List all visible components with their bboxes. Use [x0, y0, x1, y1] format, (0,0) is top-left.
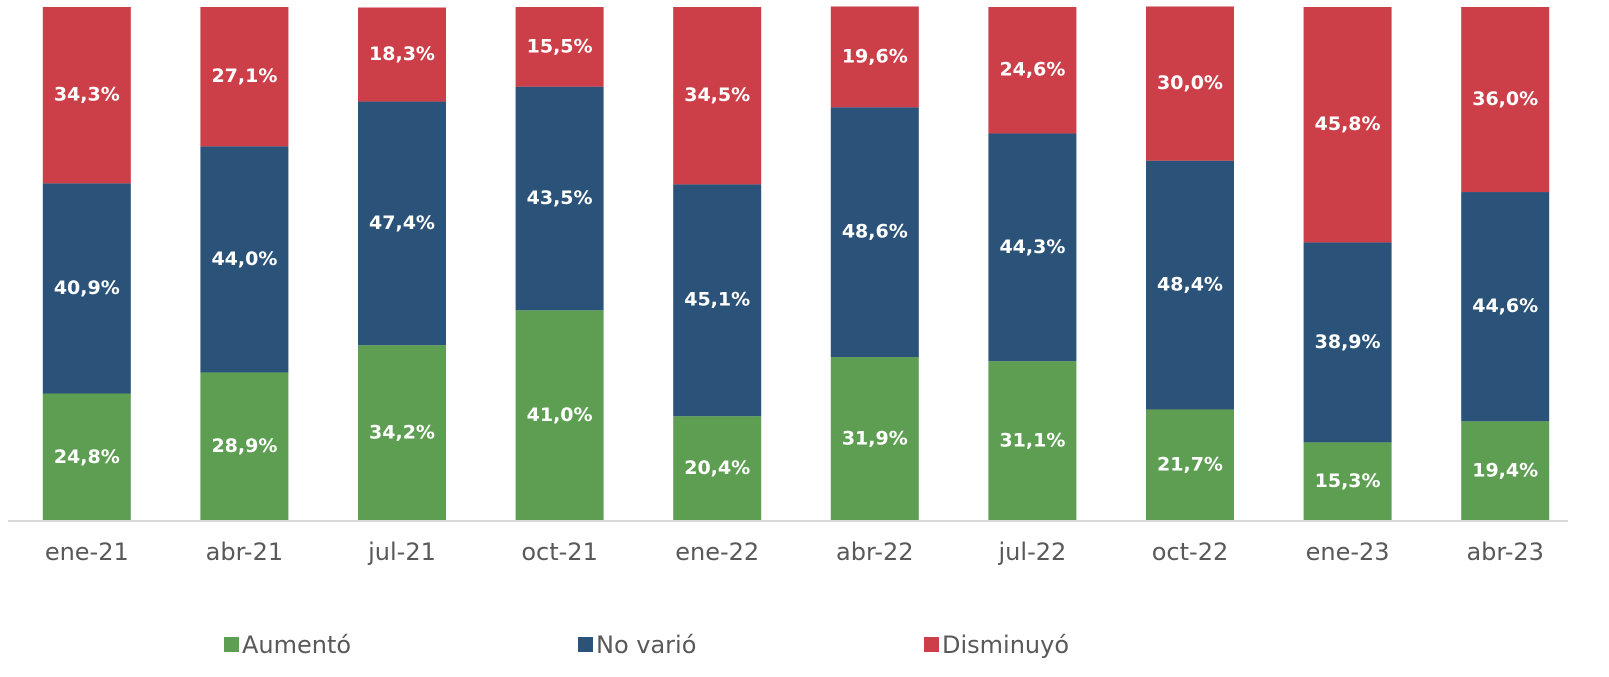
value-label: 19,6%	[842, 45, 908, 67]
bar-segment	[988, 7, 1077, 134]
bar-segment	[358, 7, 446, 102]
bar-segment	[1461, 192, 1550, 422]
bar-segment	[830, 107, 919, 358]
bar-segment	[988, 133, 1077, 362]
value-label: 48,4%	[1157, 274, 1223, 296]
bar-segment	[1146, 160, 1234, 410]
value-label: 43,5%	[527, 187, 593, 209]
bar-segment	[673, 184, 762, 417]
value-label: 45,1%	[684, 289, 750, 311]
legend-swatch	[924, 637, 939, 652]
bar-segment	[515, 310, 604, 521]
value-label: 21,7%	[1157, 454, 1223, 476]
bar-segment	[200, 7, 289, 147]
value-label: 34,3%	[54, 84, 120, 106]
value-label: 18,3%	[369, 43, 435, 65]
value-label: 38,9%	[1315, 331, 1381, 353]
bar-segment	[673, 416, 762, 521]
value-label: 20,4%	[684, 457, 750, 479]
value-label: 48,6%	[842, 221, 908, 243]
bar-segment	[1303, 242, 1392, 443]
value-label: 36,0%	[1472, 88, 1538, 110]
bar-segment	[673, 7, 762, 185]
x-tick-label: oct-22	[1152, 538, 1229, 566]
value-label: 19,4%	[1472, 460, 1538, 482]
legend-swatch	[578, 637, 593, 652]
x-tick-label: ene-23	[1306, 538, 1390, 566]
x-tick-label: abr-23	[1466, 538, 1543, 566]
value-label: 44,3%	[999, 236, 1065, 258]
value-label: 34,2%	[369, 422, 435, 444]
x-tick-label: jul-22	[998, 538, 1067, 566]
value-label: 44,6%	[1472, 295, 1538, 317]
x-tick-label: ene-22	[675, 538, 759, 566]
x-tick-label: oct-21	[521, 538, 598, 566]
bar-segment	[42, 7, 131, 184]
value-label: 15,5%	[527, 35, 593, 57]
bar-segment	[42, 393, 131, 521]
bar-segment	[1146, 409, 1234, 521]
value-label: 31,9%	[842, 428, 908, 450]
value-label: 31,1%	[999, 430, 1065, 452]
bar-segment	[358, 101, 446, 346]
value-label: 40,9%	[54, 277, 120, 299]
bar-segment	[1303, 7, 1392, 243]
bar-segment	[515, 7, 604, 87]
value-label: 45,8%	[1315, 113, 1381, 135]
bar-segment	[830, 357, 919, 521]
bar-segment	[830, 6, 919, 108]
bar-segment	[200, 146, 289, 373]
value-label: 30,0%	[1157, 72, 1223, 94]
value-label: 34,5%	[684, 84, 750, 106]
bar-segment	[1146, 6, 1234, 161]
x-tick-label: jul-21	[367, 538, 436, 566]
x-tick-label: ene-21	[45, 538, 129, 566]
value-label: 24,8%	[54, 446, 120, 468]
legend-label: No varió	[596, 631, 696, 659]
value-label: 24,6%	[999, 59, 1065, 81]
value-label: 28,9%	[211, 435, 277, 457]
bar-segment	[988, 361, 1077, 521]
bar-segment	[42, 183, 131, 394]
bar-segment	[200, 372, 289, 521]
legend-label: Aumentó	[242, 631, 351, 659]
value-label: 44,0%	[211, 248, 277, 270]
bar-segment	[358, 345, 446, 521]
x-tick-label: abr-21	[206, 538, 283, 566]
bar-segment	[515, 86, 604, 311]
bar-segment	[1303, 442, 1392, 521]
x-tick-label: abr-22	[836, 538, 913, 566]
value-label: 15,3%	[1315, 470, 1381, 492]
legend-swatch	[224, 637, 239, 652]
bar-segment	[1461, 7, 1550, 193]
legend-label: Disminuyó	[942, 631, 1069, 659]
value-label: 41,0%	[527, 404, 593, 426]
value-label: 27,1%	[211, 65, 277, 87]
value-label: 47,4%	[369, 212, 435, 234]
bar-segment	[1461, 421, 1550, 521]
